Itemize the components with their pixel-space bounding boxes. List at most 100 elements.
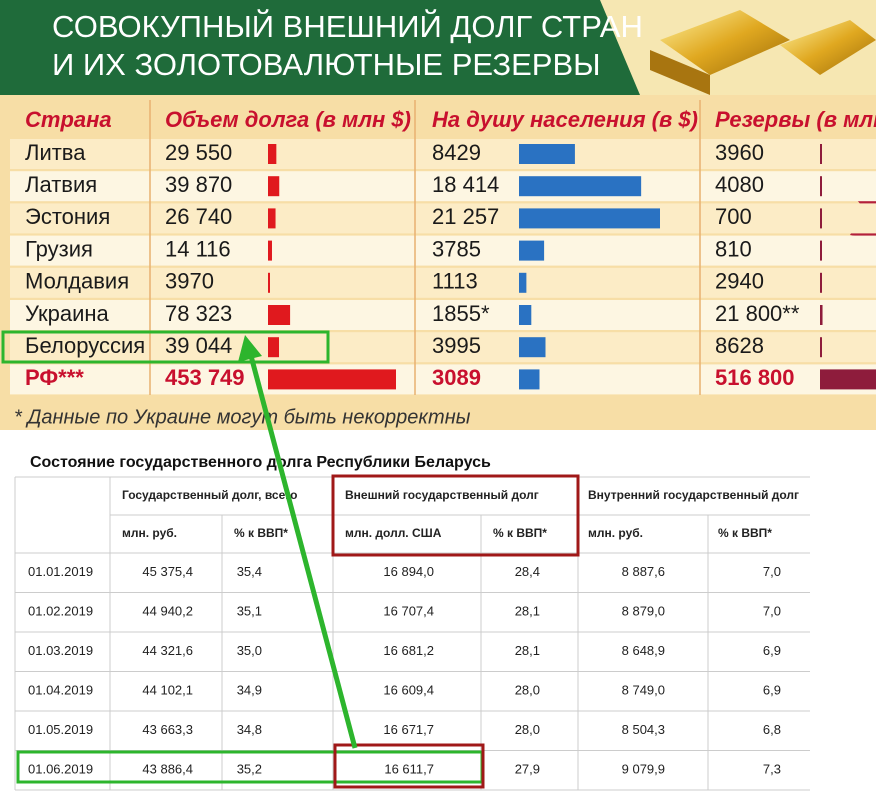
arrow-head <box>238 335 262 362</box>
row-bg <box>10 300 876 330</box>
banner <box>0 0 720 95</box>
cell: 44 321,6 <box>142 643 193 658</box>
cell: 21 800** <box>715 301 800 326</box>
highlight-box <box>331 474 580 557</box>
group-header: Внешний государственный долг <box>345 488 539 502</box>
cell: 39 044 <box>165 333 232 358</box>
cell: 01.01.2019 <box>28 564 93 579</box>
cell: 27,9 <box>515 762 540 777</box>
bar <box>268 240 272 261</box>
cell: Украина <box>25 301 110 326</box>
cell: 35,1 <box>237 604 262 619</box>
sub-header: % к ВВП* <box>234 526 288 540</box>
cell: 35,0 <box>237 643 262 658</box>
bar <box>820 176 822 197</box>
column-header: На душу населения (в $) <box>432 107 698 132</box>
cell: 8628 <box>715 333 764 358</box>
cell: 4080 <box>715 172 764 197</box>
cell: Грузия <box>25 236 93 261</box>
cell: 43 663,3 <box>142 722 193 737</box>
column-header: Резервы (в млн $) <box>715 107 876 132</box>
cell: 1113 <box>432 269 478 294</box>
cell: 01.03.2019 <box>28 643 93 658</box>
cell: 453 749 <box>165 365 245 390</box>
footnote: * Данные по Украине могут быть некоррект… <box>14 406 471 428</box>
cell: 7,0 <box>763 604 781 619</box>
cell: Литва <box>25 140 86 165</box>
bar <box>519 240 545 261</box>
cell: 8 749,0 <box>622 683 665 698</box>
cell: 8 887,6 <box>622 564 665 579</box>
bar <box>820 305 823 325</box>
cell: 78 323 <box>165 301 232 326</box>
cell: 16 894,0 <box>383 564 434 579</box>
bar <box>820 144 822 164</box>
cell: 35,4 <box>237 564 262 579</box>
row-bg <box>10 139 876 169</box>
cell: 44 102,1 <box>142 683 193 698</box>
table-title: Состояние государственного долга Республ… <box>30 454 491 471</box>
cell: 3785 <box>432 236 481 261</box>
cell: 28,1 <box>515 643 540 658</box>
cell: 01.04.2019 <box>28 683 93 698</box>
cell: Латвия <box>25 172 97 197</box>
cell: 516 800 <box>715 365 795 390</box>
column-header: Объем долга (в млн $) <box>165 107 411 132</box>
bar <box>820 208 822 229</box>
cell: 28,1 <box>515 604 540 619</box>
cell: 43 886,4 <box>142 762 193 777</box>
row-bg <box>10 267 876 298</box>
cell: 01.02.2019 <box>28 604 93 619</box>
cell: 01.06.2019 <box>28 762 93 777</box>
cell: 6,9 <box>763 683 781 698</box>
bar <box>519 369 540 390</box>
cell: 7,0 <box>763 564 781 579</box>
bar <box>519 144 575 164</box>
cell: 3995 <box>432 333 481 358</box>
gold-bar <box>780 20 876 75</box>
cell: Эстония <box>25 204 110 229</box>
cell: 28,4 <box>515 564 540 579</box>
cell: 6,8 <box>763 722 781 737</box>
row-bg <box>10 171 876 202</box>
cell: 01.05.2019 <box>28 722 93 737</box>
cell: 16 611,7 <box>384 762 434 777</box>
bar <box>519 305 532 325</box>
cell: 29 550 <box>165 140 232 165</box>
highlight-box <box>333 743 485 789</box>
bar <box>820 240 822 261</box>
cell: 16 707,4 <box>383 604 434 619</box>
cell: 16 609,4 <box>383 683 434 698</box>
sub-header: млн. руб. <box>122 526 177 540</box>
cell: 26 740 <box>165 204 232 229</box>
cell: 35,2 <box>237 762 262 777</box>
bar <box>268 369 396 390</box>
cell: 34,9 <box>237 683 262 698</box>
cell: 39 870 <box>165 172 232 197</box>
cell: 28,0 <box>515 722 540 737</box>
cell: 8 879,0 <box>622 604 665 619</box>
cell: 7,3 <box>763 762 781 777</box>
cell: 6,9 <box>763 643 781 658</box>
table: Государственный долг, всего Внешний госуд… <box>14 476 810 791</box>
bar <box>268 272 270 293</box>
infographic: СОВОКУПНЫЙ ВНЕШНИЙ ДОЛГ СТРАН И ИХ ЗОЛОТ… <box>0 0 876 430</box>
cell: 3970 <box>165 269 214 294</box>
sub-header: % к ВВП* <box>718 526 772 540</box>
cell: 44 940,2 <box>142 604 193 619</box>
cell: 16 681,2 <box>383 643 434 658</box>
row-bg <box>10 235 876 266</box>
gold-bar <box>660 10 790 75</box>
bar <box>268 337 280 358</box>
sub-header: млн. руб. <box>588 526 643 540</box>
bar <box>519 337 546 358</box>
cell: 3089 <box>432 365 481 390</box>
highlight-box <box>1 330 330 364</box>
banner-title: И ИХ ЗОЛОТОВАЛЮТНЫЕ РЕЗЕРВЫ <box>52 47 601 82</box>
sub-header: % к ВВП* <box>493 526 547 540</box>
gold-bar <box>650 50 710 95</box>
cell: 8 648,9 <box>622 643 665 658</box>
annotations <box>1 330 580 789</box>
bar <box>519 176 642 197</box>
